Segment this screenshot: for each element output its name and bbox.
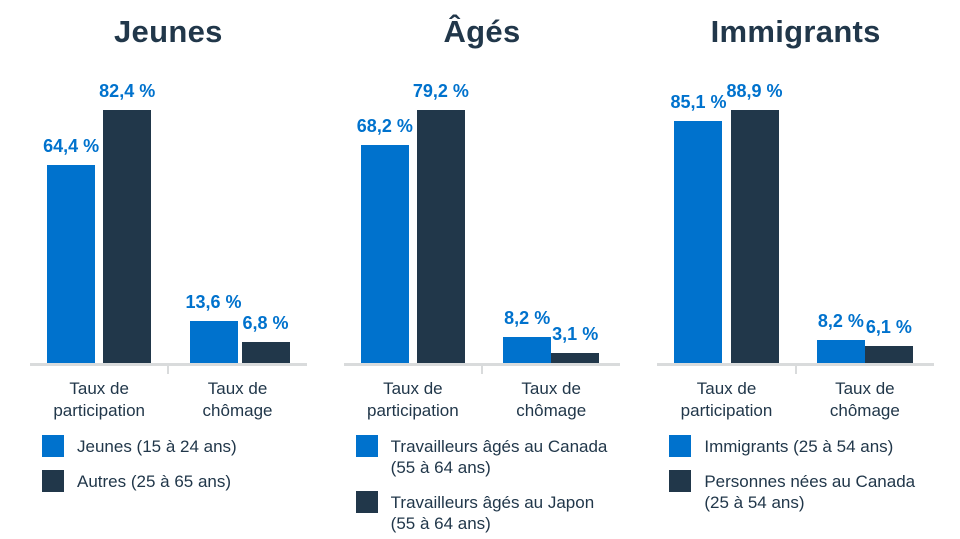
value-label: 64,4 % <box>43 136 100 156</box>
bar-group-participation: 64,4 % 82,4 % <box>30 53 168 363</box>
legend-swatch-series1 <box>669 435 692 457</box>
bar-series2 <box>241 342 290 363</box>
value-label: 79,2 % <box>412 81 469 101</box>
chart-immigrants: Immigrants 85,1 % 88,9 % 8,2 % 6,1 % <box>657 0 935 534</box>
bar-series2 <box>551 353 600 363</box>
legend-swatch-series1 <box>42 435 64 457</box>
bar-series2 <box>864 346 913 363</box>
category-label-chomage: Taux de chômage <box>202 379 273 420</box>
bar-series2 <box>416 110 465 363</box>
legend-label: Immigrants (25 à 54 ans) <box>704 437 894 456</box>
bar-with-label: 85,1 % <box>670 92 727 363</box>
plot-area: 64,4 % 82,4 % 13,6 % 6,8 % <box>30 53 307 374</box>
bar-with-label: 68,2 % <box>357 116 413 363</box>
bar-series1 <box>47 165 96 363</box>
legend-item: Jeunes (15 à 24 ans) <box>42 435 307 457</box>
legend: Jeunes (15 à 24 ans) Autres (25 à 65 ans… <box>30 435 307 492</box>
bar-group-participation: 68,2 % 79,2 % <box>344 53 482 363</box>
bar-series1 <box>816 340 865 363</box>
bar-with-label: 13,6 % <box>185 292 242 363</box>
value-label: 8,2 % <box>817 311 864 331</box>
bar-group-chomage: 13,6 % 6,8 % <box>168 53 306 363</box>
value-label: 8,2 % <box>504 308 551 328</box>
legend-label: Personnes nées au Canada (25 à 54 ans) <box>704 472 916 512</box>
bar-with-label: 79,2 % <box>413 81 469 363</box>
value-label: 13,6 % <box>185 292 242 312</box>
legend: Immigrants (25 à 54 ans) Personnes nées … <box>657 435 934 513</box>
category-label-participation: Taux de participation <box>680 379 773 420</box>
axis-tick <box>481 366 483 374</box>
bar-group-chomage: 8,2 % 3,1 % <box>482 53 620 363</box>
bar-with-label: 3,1 % <box>551 324 600 363</box>
bar-series1 <box>360 145 409 363</box>
plot-area: 85,1 % 88,9 % 8,2 % 6,1 % <box>657 53 935 374</box>
value-label: 85,1 % <box>670 92 727 112</box>
category-label-chomage: Taux de chômage <box>829 379 900 420</box>
bar-series2 <box>730 110 779 363</box>
bar-with-label: 8,2 % <box>503 308 552 363</box>
chart-title: Jeunes <box>114 14 223 49</box>
bar-with-label: 82,4 % <box>99 81 155 363</box>
legend-swatch-series1 <box>355 435 378 457</box>
bar-series1 <box>189 321 238 363</box>
bar-with-label: 8,2 % <box>816 311 865 363</box>
chart-jeunes: Jeunes 64,4 % 82,4 % 13,6 % 6,8 % <box>30 0 307 534</box>
legend-swatch-series2 <box>355 491 378 513</box>
value-label: 6,8 % <box>242 313 289 333</box>
chart-title: Âgés <box>443 14 521 49</box>
category-label-participation: Taux de participation <box>53 379 145 420</box>
plot-area: 68,2 % 79,2 % 8,2 % 3,1 % <box>343 53 621 374</box>
legend-label: Jeunes (15 à 24 ans) <box>77 437 237 456</box>
legend-item: Travailleurs âgés au Canada (55 à 64 ans… <box>355 435 621 478</box>
bar-group-chomage: 8,2 % 6,1 % <box>796 53 934 363</box>
category-label-participation: Taux de participation <box>367 379 459 420</box>
legend-swatch-series2 <box>42 470 64 492</box>
axis-tick <box>794 366 797 374</box>
chart-ages: Âgés 68,2 % 79,2 % 8,2 % 3,1 % <box>343 0 621 534</box>
value-label: 68,2 % <box>356 116 413 136</box>
category-label-chomage: Taux de chômage <box>516 379 587 420</box>
legend-label: Travailleurs âgés au Canada (55 à 64 ans… <box>390 437 608 477</box>
legend-item: Personnes nées au Canada (25 à 54 ans) <box>669 470 934 513</box>
category-labels: Taux de participation Taux de chômage <box>344 378 621 422</box>
legend: Travailleurs âgés au Canada (55 à 64 ans… <box>344 435 621 534</box>
value-label: 6,1 % <box>865 317 912 337</box>
bar-series1 <box>503 337 552 363</box>
bar-with-label: 6,8 % <box>241 313 290 363</box>
legend-item: Immigrants (25 à 54 ans) <box>669 435 934 457</box>
bar-series2 <box>103 110 152 363</box>
bar-series1 <box>674 121 723 363</box>
legend-item: Travailleurs âgés au Japon (55 à 64 ans) <box>355 491 621 534</box>
chart-title: Immigrants <box>710 14 881 49</box>
bar-with-label: 64,4 % <box>43 136 99 363</box>
bar-with-label: 6,1 % <box>864 317 913 363</box>
value-label: 3,1 % <box>552 324 599 344</box>
axis-tick <box>167 366 170 374</box>
bar-group-participation: 85,1 % 88,9 % <box>657 53 795 363</box>
legend-item: Autres (25 à 65 ans) <box>42 470 307 492</box>
category-labels: Taux de participation Taux de chômage <box>657 378 934 422</box>
legend-swatch-series2 <box>669 470 692 492</box>
category-labels: Taux de participation Taux de chômage <box>30 378 307 422</box>
bar-with-label: 88,9 % <box>727 81 783 363</box>
legend-label: Autres (25 à 65 ans) <box>77 472 232 491</box>
value-label: 88,9 % <box>726 81 783 101</box>
legend-label: Travailleurs âgés au Japon (55 à 64 ans) <box>390 493 595 533</box>
value-label: 82,4 % <box>99 81 156 101</box>
